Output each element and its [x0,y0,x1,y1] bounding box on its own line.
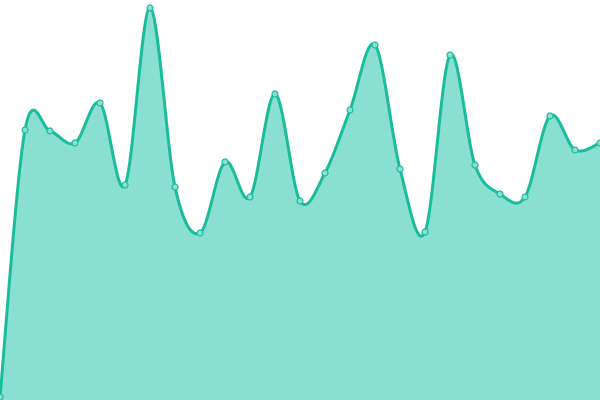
data-point [321,169,329,177]
data-point [171,183,179,191]
data-point [196,229,204,237]
data-point [21,126,29,134]
data-point [346,106,354,114]
data-point [71,139,79,147]
data-point [46,127,54,135]
data-point [446,51,454,59]
data-point [0,393,4,400]
markers [0,4,600,400]
data-point [421,228,429,236]
data-point [296,197,304,205]
data-point [246,193,254,201]
data-point [371,41,379,49]
data-point [521,193,529,201]
data-point [221,158,229,166]
data-point [546,112,554,120]
data-point [496,190,504,198]
data-point [471,161,479,169]
data-point [271,90,279,98]
data-point [396,165,404,173]
data-point [571,146,579,154]
data-point [121,181,129,189]
data-point [96,99,104,107]
data-point [146,4,154,12]
data-point [596,139,600,147]
